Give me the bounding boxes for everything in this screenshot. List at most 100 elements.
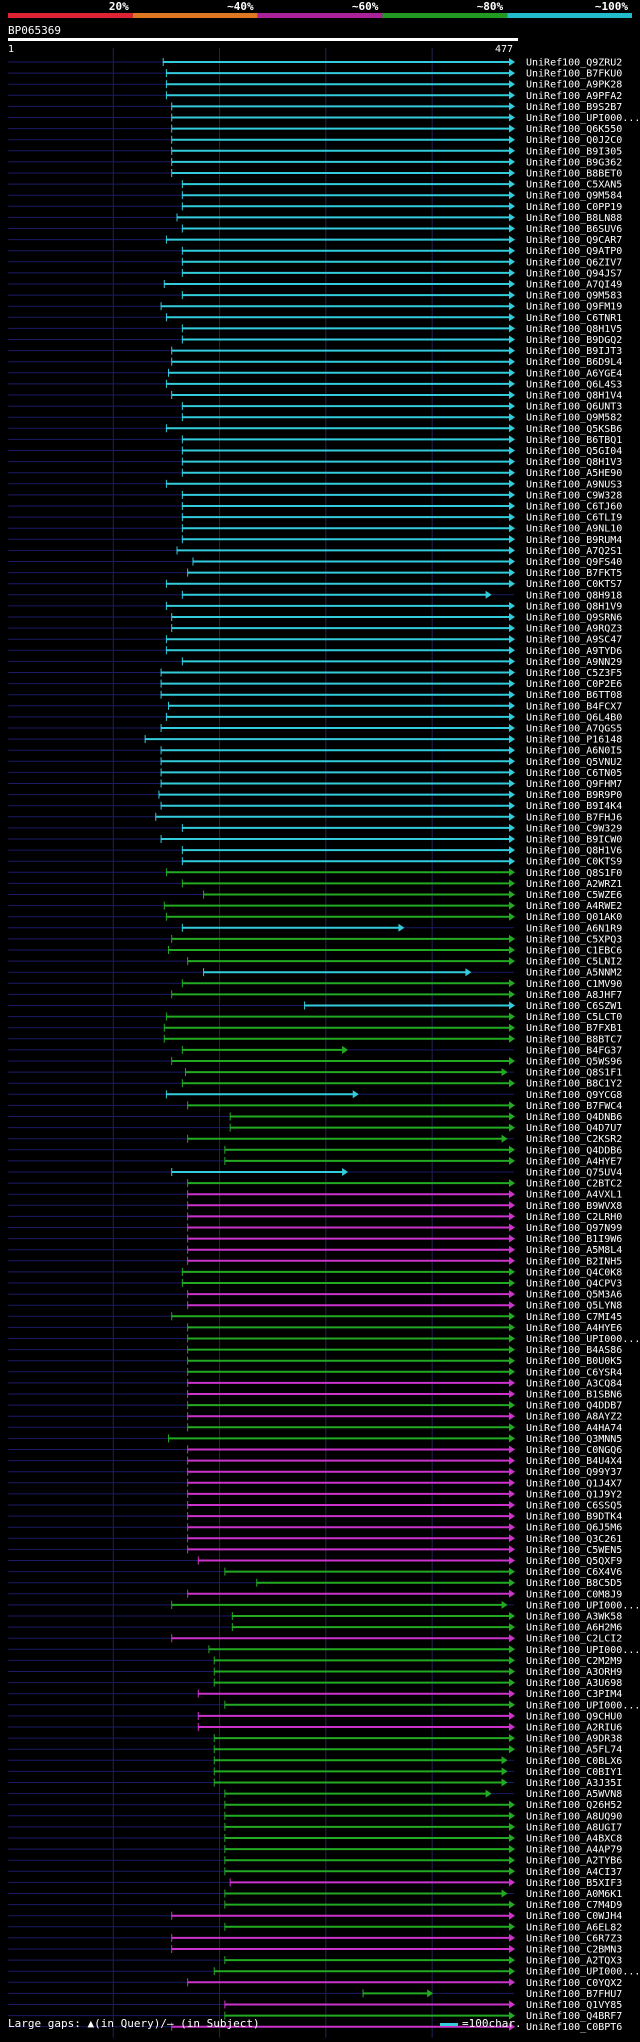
hit-label: UniRef100_Q4DDB6 bbox=[526, 1145, 622, 1156]
hit-arrow bbox=[509, 1367, 515, 1376]
hit-arrow bbox=[509, 324, 515, 333]
hit-arrow bbox=[509, 1112, 515, 1121]
hit-label: UniRef100_Q4DDB7 bbox=[526, 1401, 622, 1412]
hit-label: UniRef100_Q8H918 bbox=[526, 590, 622, 601]
hit-label: UniRef100_B9DTK4 bbox=[526, 1512, 622, 1523]
hit-label: UniRef100_Q97N99 bbox=[526, 1223, 622, 1234]
hit-arrow bbox=[509, 435, 515, 444]
hit-arrow bbox=[509, 1467, 515, 1476]
hit-arrow bbox=[509, 1567, 515, 1576]
hit-arrow bbox=[398, 923, 405, 932]
hit-arrow bbox=[509, 746, 515, 755]
hit-label: UniRef100_B9IJT3 bbox=[526, 346, 622, 357]
hit-label: UniRef100_C5LNI2 bbox=[526, 957, 622, 968]
hit-arrow bbox=[509, 80, 515, 89]
hit-label: UniRef100_Q9ZRU2 bbox=[526, 58, 622, 69]
hit-label: UniRef100_UPI000... bbox=[526, 1600, 640, 1611]
hit-arrow bbox=[509, 1190, 515, 1199]
hit-arrow bbox=[509, 1922, 515, 1931]
hit-label: UniRef100_A5NNM2 bbox=[526, 968, 622, 979]
hit-arrow bbox=[509, 1312, 515, 1321]
hit-label: UniRef100_B8C1Y2 bbox=[526, 1079, 622, 1090]
hit-label: UniRef100_UPI000... bbox=[526, 1645, 640, 1656]
hit-label: UniRef100_A7QI49 bbox=[526, 280, 622, 291]
hit-label: UniRef100_A5WVN8 bbox=[526, 1789, 622, 1800]
hit-arrow bbox=[509, 812, 515, 821]
hit-arrow bbox=[509, 1667, 515, 1676]
hit-arrow bbox=[509, 1057, 515, 1065]
hit-arrow bbox=[509, 1856, 515, 1865]
hit-label: UniRef100_Q9M582 bbox=[526, 413, 622, 424]
hit-arrow bbox=[509, 957, 515, 966]
hit-label: UniRef100_A4VXL1 bbox=[526, 1190, 622, 1201]
hit-arrow bbox=[501, 1068, 508, 1077]
hit-label: UniRef100_C0KTS7 bbox=[526, 579, 622, 590]
hit-label: UniRef100_C0KTS9 bbox=[526, 857, 622, 868]
hit-label: UniRef100_Q8H1V3 bbox=[526, 457, 622, 468]
hit-arrow bbox=[509, 990, 515, 999]
hit-arrow bbox=[509, 601, 515, 610]
hit-label: UniRef100_Q3C261 bbox=[526, 1534, 622, 1545]
hit-arrow bbox=[509, 1978, 515, 1987]
hit-label: UniRef100_Q9YCG8 bbox=[526, 1090, 622, 1101]
hit-arrow bbox=[501, 1134, 508, 1143]
hit-arrow bbox=[509, 1401, 515, 1410]
hit-arrow bbox=[509, 657, 515, 666]
hit-label: UniRef100_A9SC47 bbox=[526, 635, 622, 646]
hit-arrow bbox=[509, 1156, 515, 1165]
hit-arrow bbox=[509, 724, 515, 732]
hit-label: UniRef100_B9R9P0 bbox=[526, 790, 622, 801]
hit-arrow bbox=[509, 335, 515, 344]
hit-label: UniRef100_Q5GI04 bbox=[526, 446, 622, 457]
hit-label: UniRef100_C5WEN5 bbox=[526, 1545, 622, 1556]
hit-arrow bbox=[509, 1578, 515, 1587]
hit-arrow bbox=[509, 1745, 515, 1754]
hit-arrow bbox=[509, 624, 515, 633]
hit-label: UniRef100_B0U0K5 bbox=[526, 1356, 622, 1367]
hit-label: UniRef100_B9I4K4 bbox=[526, 801, 622, 812]
hit-arrow bbox=[509, 1234, 515, 1243]
hit-label: UniRef100_Q8H1V6 bbox=[526, 846, 622, 857]
hit-label: UniRef100_Q99Y37 bbox=[526, 1467, 622, 1478]
hit-arrow bbox=[509, 391, 515, 399]
hit-arrow bbox=[509, 2011, 515, 2020]
hit-arrow bbox=[509, 1023, 515, 1032]
hit-arrow bbox=[509, 1179, 515, 1188]
hit-arrow bbox=[509, 579, 515, 588]
hit-label: UniRef100_A5M8L4 bbox=[526, 1245, 622, 1256]
hit-label: UniRef100_B4U4X4 bbox=[526, 1456, 622, 1467]
grid-lines bbox=[112, 48, 433, 2038]
hit-arrow bbox=[509, 2022, 515, 2031]
hit-arrow bbox=[509, 1412, 515, 1421]
hit-label: UniRef100_A2TQX3 bbox=[526, 1956, 622, 1967]
hit-label: UniRef100_Q9SRN6 bbox=[526, 613, 622, 624]
hit-label: UniRef100_B7FKU0 bbox=[526, 69, 622, 80]
hit-label: UniRef100_B4AS86 bbox=[526, 1345, 622, 1356]
hit-label: UniRef100_A4BXC8 bbox=[526, 1834, 622, 1845]
hit-label: UniRef100_C0YQX2 bbox=[526, 1978, 622, 1989]
hit-arrow bbox=[509, 1656, 515, 1665]
hit-arrow bbox=[509, 1878, 515, 1887]
hit-arrow bbox=[509, 1267, 515, 1276]
hit-arrow bbox=[509, 1279, 515, 1287]
hit-arrow bbox=[509, 646, 515, 655]
hit-arrow bbox=[509, 357, 515, 366]
hit-label: UniRef100_A6EL82 bbox=[526, 1922, 622, 1933]
hit-label: UniRef100_A8UGI7 bbox=[526, 1822, 622, 1833]
hit-label: UniRef100_UPI000... bbox=[526, 113, 640, 124]
hit-label: UniRef100_C0BIY1 bbox=[526, 1767, 622, 1778]
hit-arrow bbox=[509, 1845, 515, 1854]
hit-label: UniRef100_A8UQ90 bbox=[526, 1811, 622, 1822]
hit-arrow bbox=[509, 1711, 515, 1720]
hit-label: UniRef100_B4FCX7 bbox=[526, 701, 622, 712]
hit-arrow bbox=[509, 846, 515, 855]
hit-arrow bbox=[509, 1390, 515, 1398]
hit-arrow bbox=[509, 502, 515, 510]
hit-label: UniRef100_B9G362 bbox=[526, 157, 622, 168]
hit-label: UniRef100_Q9FS40 bbox=[526, 557, 622, 568]
hit-arrow bbox=[509, 1356, 515, 1365]
hit-label: UniRef100_B1SBN6 bbox=[526, 1390, 622, 1401]
hit-arrow bbox=[509, 113, 515, 122]
